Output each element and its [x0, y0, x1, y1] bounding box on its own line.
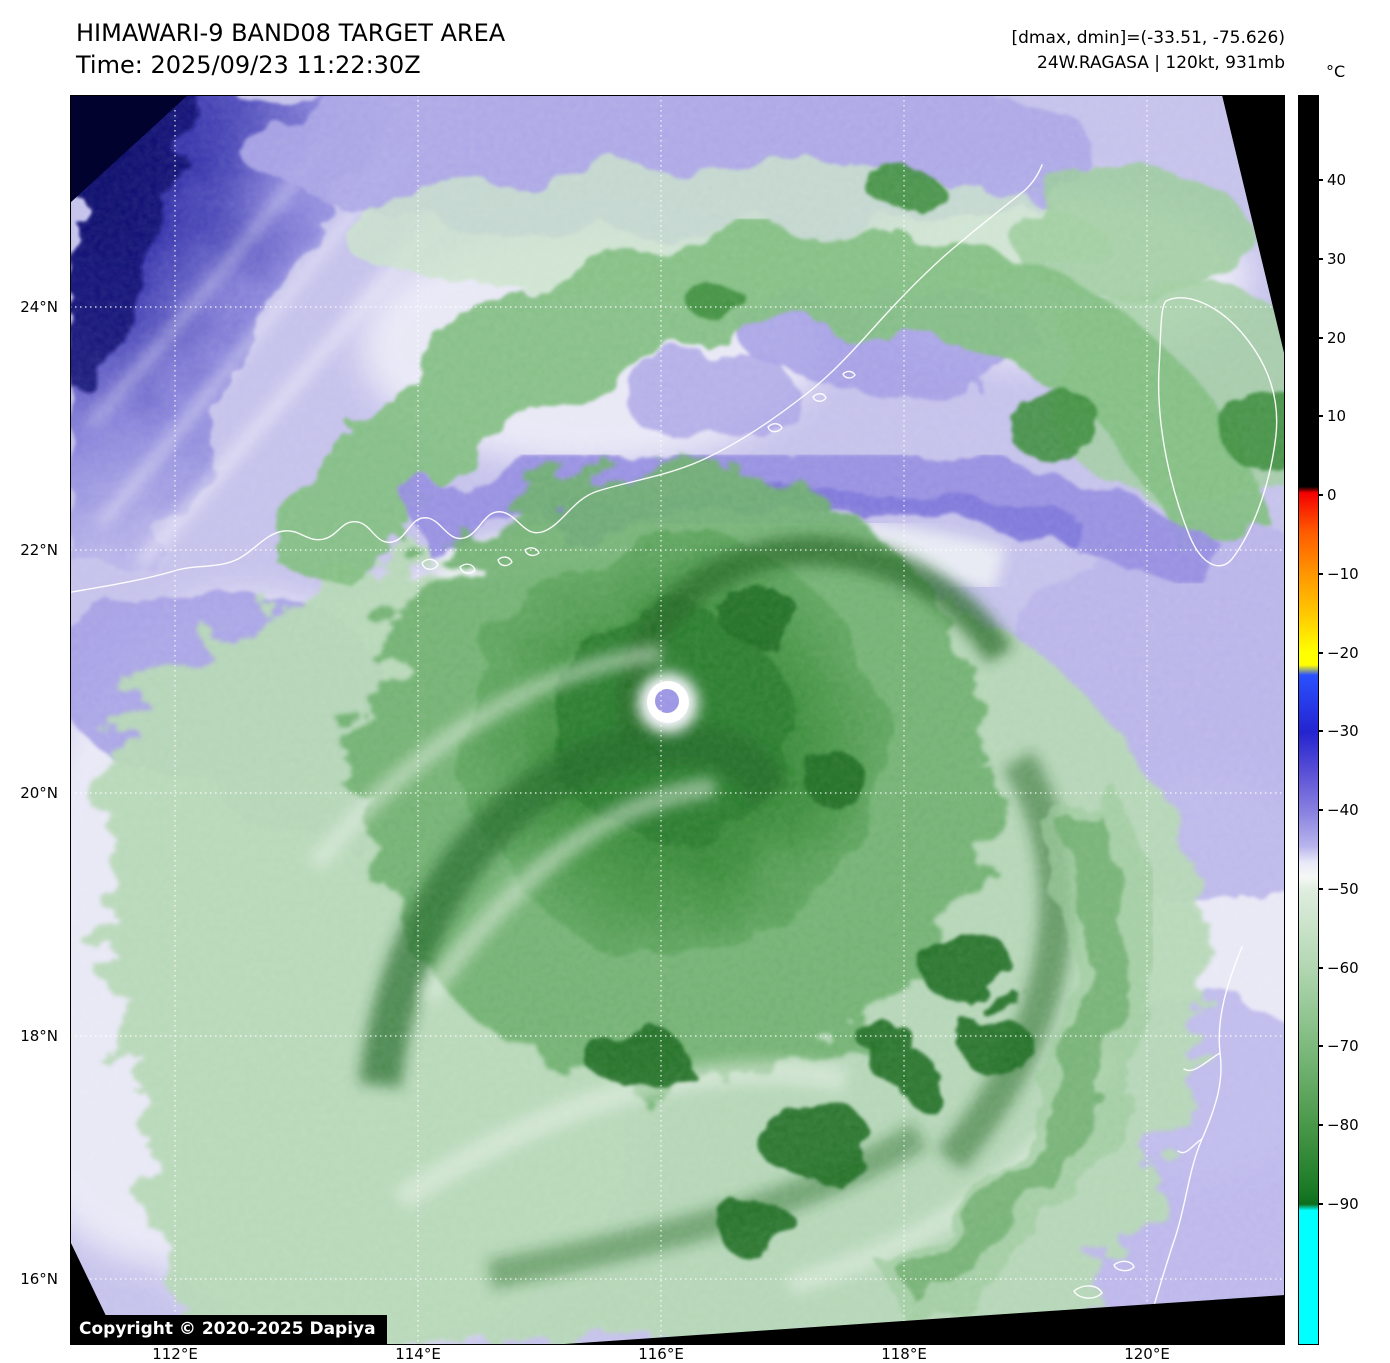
colorbar-tick-label: −30	[1327, 722, 1359, 740]
tick-mark	[1319, 258, 1323, 260]
satellite-image	[70, 95, 1285, 1345]
storm-info: 24W.RAGASA | 120kt, 931mb	[1037, 52, 1285, 73]
colorbar-tick: 10	[1319, 407, 1346, 425]
colorbar-tick: −60	[1319, 959, 1359, 977]
colorbar-tick: 30	[1319, 250, 1346, 268]
map-border	[70, 95, 1285, 1345]
tick-mark	[1319, 573, 1323, 575]
colorbar-tick: −80	[1319, 1116, 1359, 1134]
colorbar-tick: 40	[1319, 171, 1346, 189]
colorbar-gradient	[1298, 95, 1319, 1345]
colorbar-tick-label: −70	[1327, 1037, 1359, 1055]
colorbar-tick: −10	[1319, 565, 1359, 583]
colorbar-tick-label: −20	[1327, 644, 1359, 662]
tick-mark	[1319, 730, 1323, 732]
lon-tick-label: 114°E	[395, 1345, 441, 1363]
colorbar-tick-label: 20	[1327, 329, 1347, 347]
lat-tick-label: 18°N	[20, 1027, 58, 1045]
tick-mark	[1319, 1203, 1323, 1205]
colorbar-tick-label: 10	[1327, 407, 1347, 425]
colorbar-tick: 20	[1319, 329, 1346, 347]
satellite-map: Copyright © 2020-2025 Dapiya	[70, 95, 1285, 1345]
colorbar-tick: −70	[1319, 1037, 1359, 1055]
tick-mark	[1319, 1124, 1323, 1126]
colorbar-tick: −50	[1319, 880, 1359, 898]
colorbar-tick-label: −80	[1327, 1116, 1359, 1134]
colorbar-tick-label: 40	[1327, 171, 1347, 189]
lat-tick-label: 16°N	[20, 1270, 58, 1288]
tick-mark	[1319, 967, 1323, 969]
colorbar-tick-label: −50	[1327, 880, 1359, 898]
dmax-dmin-stats: [dmax, dmin]=(-33.51, -75.626)	[1011, 28, 1286, 48]
colorbar-unit-label: °C	[1326, 62, 1346, 81]
coastlines	[70, 164, 1278, 1345]
tick-mark	[1319, 415, 1323, 417]
lon-tick-label: 112°E	[152, 1345, 198, 1363]
latitude-axis: 24°N 22°N 20°N 18°N 16°N	[0, 95, 64, 1345]
graticule	[70, 95, 1285, 1345]
colorbar: 40 30 20 10 0 −10 −20 −30 −40 −50 −60 −7…	[1298, 95, 1359, 1345]
tick-mark	[1319, 888, 1323, 890]
tick-mark	[1319, 1045, 1323, 1047]
colorbar-tick: −20	[1319, 644, 1359, 662]
colorbar-tick-label: −10	[1327, 565, 1359, 583]
timestamp: Time: 2025/09/23 11:22:30Z	[76, 50, 421, 79]
header-right: [dmax, dmin]=(-33.51, -75.626) 24W.RAGAS…	[1012, 26, 1286, 75]
lat-tick-label: 20°N	[20, 784, 58, 802]
lon-tick-label: 116°E	[638, 1345, 684, 1363]
colorbar-tick: −30	[1319, 722, 1359, 740]
tick-mark	[1319, 494, 1323, 496]
colorbar-tick: −40	[1319, 801, 1359, 819]
header-left: HIMAWARI-9 BAND08 TARGET AREA Time: 2025…	[76, 18, 505, 81]
lon-tick-label: 120°E	[1124, 1345, 1170, 1363]
colorbar-tick: −90	[1319, 1195, 1359, 1213]
colorbar-tick-label: 0	[1327, 486, 1337, 504]
colorbar-tick-label: 30	[1327, 250, 1347, 268]
page-title: HIMAWARI-9 BAND08 TARGET AREA	[76, 19, 506, 47]
tick-mark	[1319, 652, 1323, 654]
lon-tick-label: 118°E	[881, 1345, 927, 1363]
tick-mark	[1319, 179, 1323, 181]
colorbar-tick-label: −90	[1327, 1195, 1359, 1213]
longitude-axis: 112°E 114°E 116°E 118°E 120°E	[70, 1345, 1285, 1363]
colorbar-tick-label: −40	[1327, 801, 1359, 819]
tick-mark	[1319, 809, 1323, 811]
lat-tick-label: 24°N	[20, 298, 58, 316]
copyright-badge: Copyright © 2020-2025 Dapiya	[70, 1315, 387, 1345]
colorbar-tick: 0	[1319, 486, 1337, 504]
colorbar-tick-label: −60	[1327, 959, 1359, 977]
lat-tick-label: 22°N	[20, 541, 58, 559]
tick-mark	[1319, 337, 1323, 339]
grain-texture	[70, 95, 1285, 1345]
